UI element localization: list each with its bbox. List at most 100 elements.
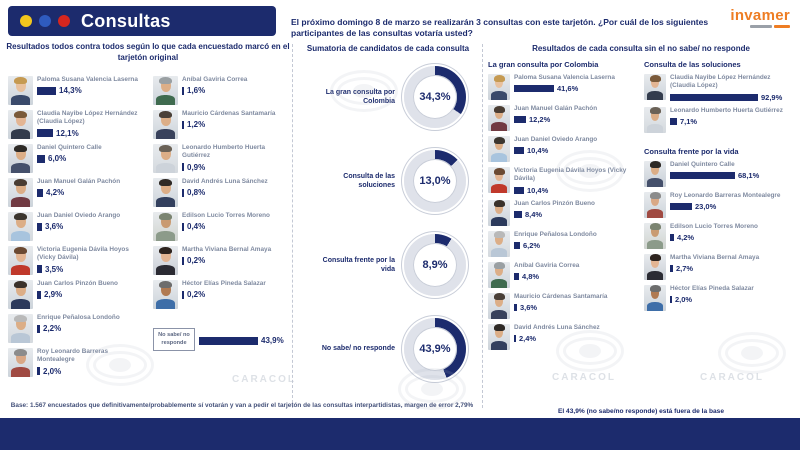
candidate-row: Roy Leonardo Barreras Montealegre 2,0% [8, 348, 147, 377]
candidate-bar [37, 154, 45, 163]
page-title: Consultas [81, 10, 171, 31]
invamer-logo-text: invamer [730, 7, 790, 24]
candidate-pct: 6,0% [48, 154, 67, 164]
candidate-pct: 2,2% [43, 324, 62, 334]
candidate-row: Enrique Peñalosa Londoño 2,2% [8, 314, 147, 343]
candidate-pct: 0,4% [187, 222, 206, 232]
candidate-row: Mauricio Cárdenas Santamaría 1,2% [153, 110, 292, 139]
candidate-bar [670, 117, 677, 125]
candidate-bar [514, 85, 554, 93]
left-panel-title: Resultados todos contra todos según lo q… [6, 42, 290, 62]
candidate-photo [8, 212, 33, 241]
candidate-name: Victoria Eugenia Dávila Hoyos (Vicky Dáv… [37, 246, 129, 262]
candidate-pct: 23,0% [695, 201, 717, 211]
candidate-bar [514, 186, 524, 194]
candidate-list: Paloma Susana Valencia Laserna 14,3% Claud… [8, 76, 147, 382]
exclusion-footnote: El 43,9% (no sabe/no responde) está fuer… [558, 408, 724, 415]
candidate-photo [644, 106, 666, 133]
candidate-name: Juan Daniel Oviedo Arango [37, 212, 121, 219]
red-dot-icon [58, 15, 70, 27]
candidate-name: David Andrés Luna Sánchez [182, 178, 268, 185]
candidate-pct: 12,1% [56, 128, 79, 138]
candidate-pct: 92,9% [761, 92, 783, 102]
candidate-pct: 41,6% [557, 84, 579, 94]
candidate-pct: 2,0% [43, 366, 62, 376]
candidate-row: Mauricio Cárdenas Santamaría 3,6% [488, 292, 636, 319]
candidate-row: Claudia Nayibe López Hernández (Claudia … [8, 110, 147, 139]
candidate-bar [670, 233, 674, 241]
consulta-group: La gran consulta por Colombia Paloma Susa… [488, 60, 636, 350]
candidate-name: Juan Manuel Galán Pachón [514, 105, 598, 112]
candidate-photo [8, 76, 33, 105]
candidate-list: Aníbal Gaviria Correa 1,6% Mauricio Cárden… [153, 76, 292, 382]
candidate-pct: 0,9% [187, 162, 206, 172]
candidate-row: Daniel Quintero Calle 6,0% [8, 144, 147, 173]
candidate-photo [153, 110, 178, 139]
candidate-photo [8, 348, 33, 377]
candidate-photo [644, 160, 666, 187]
candidate-pct: 4,2% [677, 232, 695, 242]
candidate-bar [514, 116, 526, 124]
candidate-row: Juan Manuel Galán Pachón 12,2% [488, 105, 636, 131]
candidate-bar [199, 336, 258, 345]
candidate-bar [514, 210, 522, 218]
candidate-pct: 68,1% [738, 170, 760, 180]
candidate-row: Leonardo Humberto Huerta Gutiérrez 0,9% [153, 144, 292, 173]
candidate-name: Aníbal Gaviria Correa [182, 76, 248, 83]
candidate-row: Paloma Susana Valencia Laserna 14,3% [8, 76, 147, 105]
candidate-name: Leonardo Humberto Huerta Gutiérrez [670, 106, 783, 114]
caracol-watermark-text: CARACOL [700, 372, 764, 383]
candidate-name: Héctor Elías Pineda Salazar [670, 284, 754, 292]
candidate-name: Daniel Quintero Calle [37, 144, 102, 151]
candidate-pct: 3,5% [45, 264, 64, 274]
candidate-photo [644, 222, 666, 249]
candidate-name: Claudia Nayibe López Hernández (Claudia … [670, 74, 771, 90]
candidate-photo [488, 136, 510, 162]
candidate-name: Juan Daniel Oviedo Arango [514, 136, 598, 143]
candidate-pct: 4,2% [46, 188, 65, 198]
candidate-row: Aníbal Gaviria Correa 1,6% [153, 76, 292, 105]
candidate-photo [488, 261, 510, 288]
candidate-pct: 1,6% [187, 86, 206, 96]
sumatoria-panel: Sumatoria de candidatos de cada consulta… [296, 44, 480, 391]
consulta-group-header: La gran consulta por Colombia [488, 60, 599, 69]
candidate-bar [182, 256, 184, 265]
candidate-bar [37, 367, 40, 376]
candidate-photo [488, 167, 510, 193]
donut-charts: La gran consulta por Colombia 34,3% Consul… [296, 55, 480, 391]
candidate-name: Roy Leonardo Barreras Montealegre [670, 191, 781, 199]
candidate-row: Claudia Nayibe López Hernández (Claudia … [644, 74, 794, 102]
candidate-row: Juan Carlos Pinzón Bueno 2,9% [8, 280, 147, 309]
candidate-pct: 43,9% [261, 336, 284, 346]
donut-pct: 34,3% [419, 90, 451, 103]
candidate-pct: 4,8% [522, 271, 540, 281]
survey-question: El próximo domingo 8 de marzo se realiza… [291, 16, 709, 39]
candidate-bar [37, 86, 56, 95]
candidate-bar [37, 265, 42, 274]
candidate-name: Edilson Lucio Torres Moreno [182, 212, 270, 219]
candidate-pct: 12,2% [529, 115, 551, 125]
candidate-bar [37, 290, 41, 299]
candidate-pct: 10,4% [527, 146, 549, 156]
caracol-watermark-text: CARACOL [232, 374, 296, 385]
caracol-eye-icon [86, 344, 154, 386]
candidate-pct: 1,2% [187, 120, 206, 130]
candidate-row: Paloma Susana Valencia Laserna 41,6% [488, 74, 636, 100]
candidate-bar [670, 202, 692, 210]
candidate-bar [670, 295, 672, 303]
candidate-pct: 3,6% [45, 222, 64, 232]
candidate-photo [8, 144, 33, 173]
candidate-photo [488, 105, 510, 131]
candidate-pct: 14,3% [59, 86, 82, 96]
candidate-bar [670, 93, 758, 101]
candidate-bar [37, 129, 53, 138]
candidate-photo [488, 323, 510, 350]
donut-pct: 43,9% [419, 342, 451, 355]
candidate-name: Daniel Quintero Calle [670, 160, 735, 168]
candidate-bar [514, 272, 519, 280]
todos-contra-todos-panel: Paloma Susana Valencia Laserna 14,3% Claud… [8, 76, 292, 382]
divider [482, 44, 483, 408]
candidate-name: Juan Carlos Pinzón Bueno [37, 280, 118, 287]
donut-label: No sabe/ no responde [321, 345, 395, 353]
